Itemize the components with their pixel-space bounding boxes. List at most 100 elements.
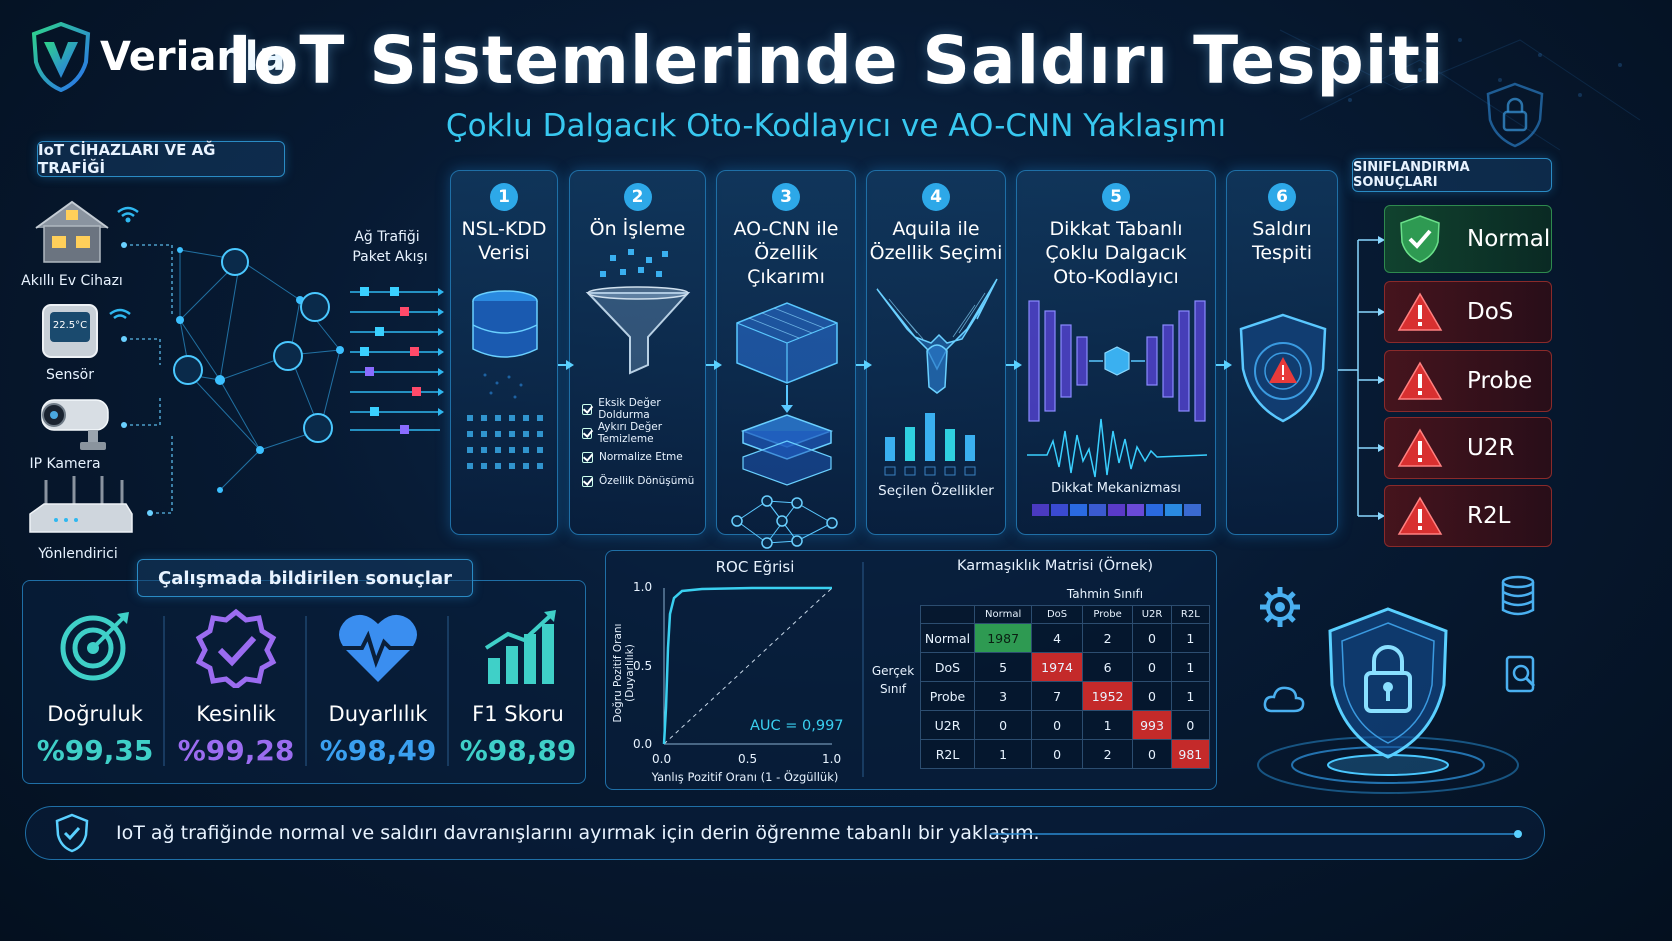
roc-xlabel: Yanlış Pozitif Oranı (1 - Özgüllük) (651, 770, 839, 784)
iot-network-graph (173, 247, 344, 493)
step-title-line2: Tespiti (1251, 242, 1313, 264)
footer-shield-icon (55, 813, 89, 853)
step-4-caption: Seçilen Özellikler (878, 483, 994, 499)
table-row: R2L 1 0 2 0 981 (920, 739, 1211, 769)
cm-cell: 1 (1170, 623, 1211, 653)
metric-recall: Duyarlılık %98,49 (308, 608, 448, 778)
traffic-label-2: Paket Akışı (352, 249, 428, 265)
check-item: Özellik Dönüşümü (599, 475, 695, 487)
device-label-sensor: Sensör (46, 367, 94, 383)
step-number: 2 (623, 183, 652, 211)
footer-text: IoT ağ trafiğinde normal ve saldırı davr… (116, 822, 1040, 844)
checkbox-icon (582, 451, 593, 463)
results-connectors (1338, 236, 1385, 520)
heartbeat-icon (339, 614, 417, 682)
cm-cell: 2 (1081, 739, 1134, 769)
table-row: Probe 3 7 1952 0 1 (920, 681, 1211, 711)
camera-icon (32, 394, 122, 458)
col-header: U2R (1132, 605, 1172, 624)
panel-divider (862, 562, 864, 777)
lock-shield-icon (1486, 82, 1544, 148)
metric-value: %99,28 (177, 734, 295, 767)
step-title-line2: Özellik Çıkarımı (747, 242, 825, 288)
row-header: R2L (920, 739, 975, 769)
step-1-card: 1 NSL-KDD Verisi (450, 170, 558, 535)
pipeline-arrows (558, 360, 1232, 370)
metric-value: %98,49 (319, 734, 437, 767)
roc-xtick-0: 0.0 (652, 752, 672, 766)
checkbox-icon (582, 427, 592, 439)
devices-section-label: IoT CİHAZLARI VE AĞ TRAFİĞİ (37, 141, 285, 177)
cm-cell-diagonal: 1974 (1031, 652, 1083, 682)
roc-auc-label: AUC = 0,997 (750, 718, 844, 734)
device-label-smart-home: Akıllı Ev Cihazı (21, 273, 123, 289)
confusion-true-label-1: Gerçek (871, 664, 915, 678)
roc-chart (662, 586, 833, 745)
cnn-layers-icon (731, 302, 838, 549)
step-title-line1: Saldırı (1252, 218, 1312, 240)
result-dos: DoS (1384, 281, 1552, 343)
cm-cell: 0 (1170, 710, 1211, 740)
step-title-line2: Verisi (478, 242, 530, 264)
result-name: R2L (1467, 503, 1511, 529)
router-icon (26, 474, 136, 548)
step-4-card: 4 Aquila ile Özellik Seçimi Seçilen Özel… (866, 170, 1006, 535)
cm-cell: 7 (1031, 681, 1083, 711)
warning-icon (1397, 496, 1443, 535)
cm-cell-diagonal: 1987 (973, 623, 1033, 653)
brand-name: Verianla (100, 34, 286, 80)
step-title-line2: Özellik Seçimi (869, 242, 1003, 264)
cm-cell-diagonal: 1952 (1081, 681, 1134, 711)
col-header: DoS (1031, 605, 1083, 624)
metric-precision: Kesinlik %99,28 (166, 608, 306, 778)
step-title-line3: Oto-Kodlayıcı (1053, 266, 1179, 288)
database-small-icon (1501, 575, 1535, 616)
step-5-card: 5 Dikkat Tabanlı Çoklu Dalgacık Oto-Kodl… (1016, 170, 1216, 535)
database-icon (467, 290, 543, 469)
step-number: 4 (922, 183, 950, 211)
cm-cell: 0 (1132, 681, 1172, 711)
step-title-line1: Dikkat Tabanlı (1049, 218, 1183, 240)
brand-shield-icon (31, 22, 91, 92)
check-item: Aykırı Değer Temizleme (597, 421, 663, 445)
check-item: Eksik Değer Doldurma (598, 397, 661, 421)
step-title-line2: Çoklu Dalgacık (1045, 242, 1187, 264)
row-header: DoS (920, 652, 975, 682)
page-title: IoT Sistemlerinde Saldırı Tespiti (227, 22, 1445, 99)
cm-cell-diagonal: 981 (1170, 739, 1211, 769)
metric-name: Kesinlik (196, 702, 276, 726)
table-row: DoS 5 1974 6 0 1 (920, 652, 1211, 682)
table-row: U2R 0 0 1 993 0 (920, 710, 1211, 740)
gear-icon (1260, 587, 1300, 627)
step-title-line1: NSL-KDD (461, 218, 547, 240)
growth-chart-icon (484, 610, 556, 684)
cm-cell: 0 (973, 710, 1033, 740)
check-item: Normalize Etme (599, 451, 683, 463)
col-header: R2L (1170, 605, 1211, 624)
cloud-icon (1263, 686, 1305, 713)
metric-accuracy: Doğruluk %99,35 (25, 608, 165, 778)
result-name: U2R (1467, 435, 1515, 461)
row-header: U2R (920, 710, 975, 740)
thermostat-icon (40, 302, 140, 366)
roc-title: ROC Eğrisi (715, 558, 795, 576)
cm-cell: 1 (1170, 652, 1211, 682)
metric-name: F1 Skoru (472, 702, 564, 726)
warning-icon (1397, 428, 1443, 467)
step-5-caption: Dikkat Mekanizması (1051, 481, 1181, 496)
result-r2l: R2L (1384, 485, 1552, 547)
roc-xtick-05: 0.5 (738, 752, 758, 766)
result-u2r: U2R (1384, 417, 1552, 479)
alert-shield-icon (1239, 313, 1327, 423)
cm-cell: 0 (1132, 652, 1172, 682)
smart-home-icon (30, 196, 150, 270)
corner-cell (920, 605, 975, 624)
autoencoder-icon (1027, 300, 1208, 478)
col-header: Normal (973, 605, 1033, 624)
device-connectors (121, 242, 173, 516)
footer-banner: IoT ağ trafiğinde normal ve saldırı davr… (25, 806, 1545, 860)
packet-flow-arrows (350, 287, 444, 434)
device-label-router: Yönlendirici (38, 546, 118, 562)
funnel-icon (585, 249, 691, 375)
metric-name: Doğruluk (47, 702, 143, 726)
